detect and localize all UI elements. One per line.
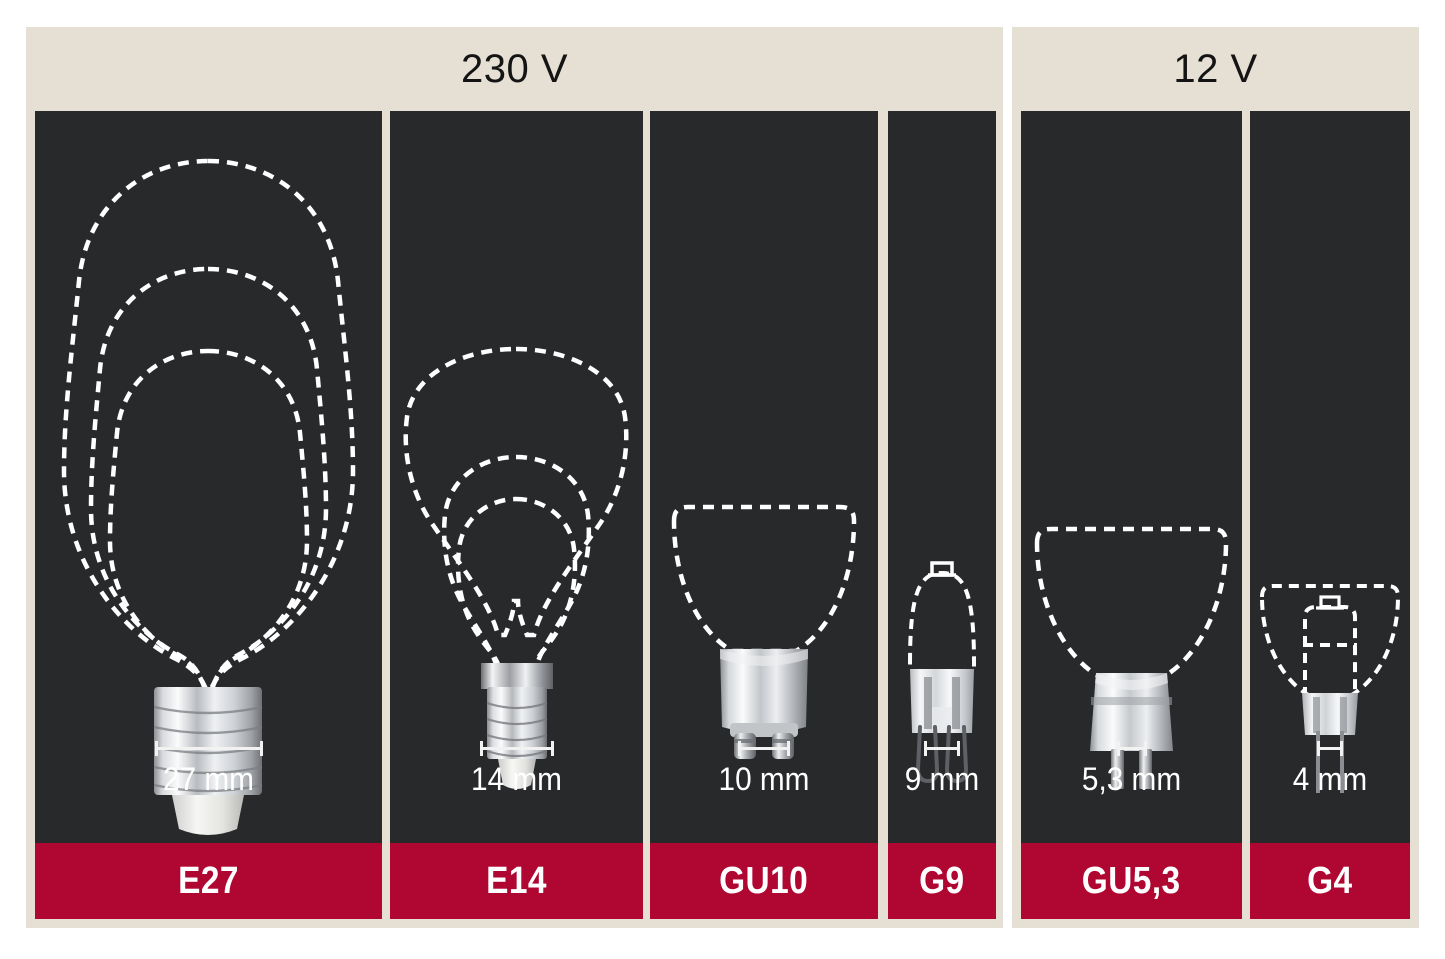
dimension-endcap-right bbox=[787, 741, 790, 756]
outline-e14-large bbox=[403, 346, 629, 638]
socket-base-e27 bbox=[153, 687, 263, 835]
dimension-line-e27 bbox=[154, 741, 263, 756]
outline-g9-capsule bbox=[908, 570, 976, 673]
socket-base-e14 bbox=[481, 663, 553, 789]
socket-name-gu10: GU10 bbox=[719, 859, 809, 902]
outline-e27-small bbox=[107, 348, 310, 692]
socket-name-g9: G9 bbox=[919, 859, 965, 902]
bulb-illustration-e14 bbox=[390, 111, 643, 919]
outline-e14-medium bbox=[441, 454, 592, 670]
socket-name-e27: E27 bbox=[178, 859, 239, 902]
socket-column-g9[interactable]: 9 mm G9 bbox=[888, 111, 996, 919]
dimension-g9: 9 mm bbox=[888, 723, 996, 843]
dimension-endcap-right bbox=[550, 741, 554, 756]
dimension-g4: 4 mm bbox=[1250, 723, 1410, 843]
gu53-pins bbox=[1111, 749, 1152, 789]
g9-pin-right bbox=[944, 725, 969, 784]
socket-name-bar-e27: E27 bbox=[35, 843, 382, 919]
g4-tip-nub bbox=[1316, 595, 1344, 610]
socket-column-e27[interactable]: 27 mm E27 bbox=[35, 111, 382, 919]
socket-name-bar-gu53: GU5,3 bbox=[1021, 843, 1242, 919]
bulb-illustration-gu10 bbox=[650, 111, 878, 919]
group-title-12v: 12 V bbox=[1173, 47, 1258, 91]
socket-column-g4[interactable]: 4 mm G4 bbox=[1250, 111, 1410, 919]
socket-name-bar-e14: E14 bbox=[390, 843, 643, 919]
outline-e27-large bbox=[61, 158, 356, 692]
dimension-endcap-right bbox=[957, 741, 960, 756]
g9-pin-left bbox=[915, 725, 940, 784]
dimension-line-gu53 bbox=[1116, 741, 1147, 756]
dimension-endcap-right bbox=[1143, 741, 1147, 756]
dimension-endcap-left bbox=[479, 741, 483, 756]
socket-column-e14[interactable]: 14 mm E14 bbox=[390, 111, 643, 919]
dimension-endcap-left bbox=[738, 741, 741, 756]
dimension-bar bbox=[738, 747, 790, 750]
outline-gu53-reflector bbox=[1034, 526, 1229, 680]
dimension-e27: 27 mm bbox=[35, 723, 382, 843]
dimension-endcap-left bbox=[924, 741, 927, 756]
dimension-bar bbox=[1116, 747, 1147, 750]
dimension-endcap-left bbox=[1116, 741, 1120, 756]
dimension-bar bbox=[924, 747, 960, 750]
bulb-illustration-e27 bbox=[35, 111, 382, 919]
dimension-endcap-left bbox=[154, 741, 158, 756]
dimension-line-e14 bbox=[479, 741, 554, 756]
outline-g4-capsule bbox=[1303, 605, 1357, 697]
dimension-label-gu53: 5,3 mm bbox=[1081, 761, 1182, 797]
dimension-label-g4: 4 mm bbox=[1292, 761, 1368, 797]
outline-e27-medium bbox=[88, 266, 329, 692]
socket-name-bar-g9: G9 bbox=[888, 843, 996, 919]
dimension-line-gu10 bbox=[738, 741, 790, 756]
dimension-endcap-right bbox=[1340, 741, 1343, 756]
dimension-bar bbox=[479, 747, 554, 750]
bulb-illustration-g4 bbox=[1250, 111, 1410, 919]
dimension-line-g9 bbox=[924, 741, 960, 756]
bulb-illustration-g9 bbox=[888, 111, 996, 919]
dimension-endcap-left bbox=[1317, 741, 1320, 756]
outline-gu10-reflector bbox=[671, 504, 857, 654]
dimension-label-e14: 14 mm bbox=[471, 761, 562, 797]
socket-column-gu10[interactable]: 10 mm GU10 bbox=[650, 111, 878, 919]
socket-name-e14: E14 bbox=[486, 859, 547, 902]
dimension-bar bbox=[154, 747, 263, 750]
group-title-230v: 230 V bbox=[460, 47, 569, 91]
socket-name-gu53: GU5,3 bbox=[1082, 859, 1181, 902]
socket-base-gu53 bbox=[1090, 673, 1173, 789]
socket-base-g9 bbox=[910, 669, 974, 784]
socket-name-g4: G4 bbox=[1307, 859, 1353, 902]
socket-name-bar-g4: G4 bbox=[1250, 843, 1410, 919]
dimension-gu53: 5,3 mm bbox=[1021, 723, 1242, 843]
dimension-e14: 14 mm bbox=[390, 723, 643, 843]
outline-g4-reflector bbox=[1259, 584, 1401, 699]
dimension-line-g4 bbox=[1317, 741, 1343, 756]
dimension-endcap-right bbox=[259, 741, 263, 756]
dimension-label-e27: 27 mm bbox=[163, 761, 254, 797]
bulb-illustration-gu53 bbox=[1021, 111, 1242, 919]
socket-base-gu10 bbox=[720, 649, 808, 759]
dimension-label-gu10: 10 mm bbox=[718, 761, 810, 797]
dimension-bar bbox=[1317, 747, 1343, 750]
g9-tip-nub bbox=[928, 561, 956, 577]
socket-name-bar-gu10: GU10 bbox=[650, 843, 878, 919]
dimension-gu10: 10 mm bbox=[650, 723, 878, 843]
socket-column-gu53[interactable]: 5,3 mm GU5,3 bbox=[1021, 111, 1242, 919]
dimension-label-g9: 9 mm bbox=[904, 761, 980, 797]
